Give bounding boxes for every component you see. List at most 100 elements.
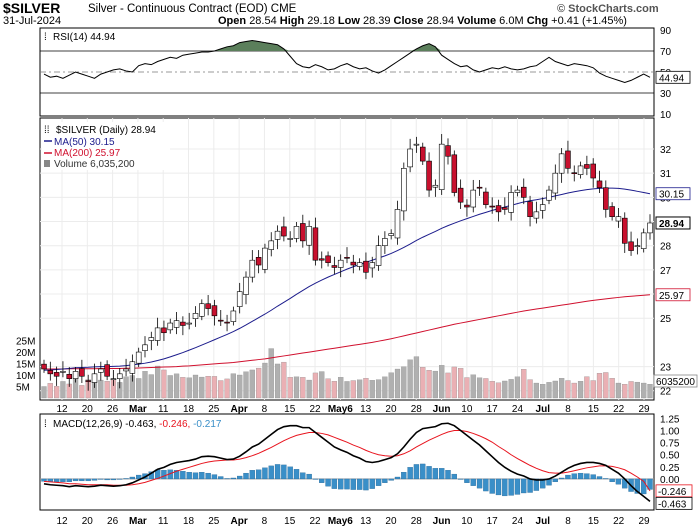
macd-histogram-bar: [457, 478, 464, 480]
volume-bar: [123, 376, 129, 399]
candle-body: [331, 265, 338, 268]
macd-histogram-bar: [91, 478, 98, 481]
candle-body: [41, 363, 47, 370]
candle-body: [255, 257, 262, 266]
chg-label: Chg: [527, 15, 548, 27]
volume-bar: [458, 368, 464, 399]
macd-histogram-bar: [243, 472, 249, 480]
price-x-tick-label: 13: [360, 404, 372, 415]
candle-body: [615, 216, 622, 222]
candle-body: [445, 145, 451, 157]
volume-last-box: [653, 374, 698, 388]
volume-bar: [584, 376, 590, 399]
price-x-tick-label: 26: [107, 404, 119, 415]
volume-bar: [420, 367, 426, 399]
price-x-tick-label: 12: [56, 404, 68, 415]
signal-last-label: -0.246: [658, 487, 687, 498]
volume-bar: [628, 381, 634, 399]
candle-body: [161, 327, 167, 334]
rsi-layer: 103050709044.94: [40, 26, 691, 121]
candle-body: [628, 241, 634, 251]
volume-bar: [489, 381, 495, 399]
candle-body: [318, 258, 325, 261]
close-value: 28.94: [427, 15, 455, 27]
candle-body: [312, 227, 319, 261]
macd-legend: ⁞ MACD(12,26,9) -0.463, -0.246, -0.217: [42, 417, 274, 430]
candle-body: [60, 371, 66, 373]
macd-histogram-bar: [79, 478, 85, 482]
macd-histogram-bar: [255, 469, 262, 480]
volume-bar: [363, 378, 369, 399]
price-x-tick-label: Mar: [129, 404, 147, 415]
macd-legend-label: MACD(12,26,9) -0.463, -0.246, -0.217: [53, 419, 222, 430]
legend-volume: Volume 6,035,200: [54, 159, 135, 170]
low-value: 28.39: [363, 15, 391, 27]
candle-body: [527, 201, 533, 217]
signal-last-box: [655, 484, 693, 498]
candle-body: [609, 206, 615, 217]
volume-bar: [445, 372, 451, 399]
candle-body: [640, 232, 647, 249]
price-legend: ⁞⁞ $SILVER (Daily) 28.94 MA(50) 30.15 MA…: [42, 122, 170, 170]
candle-body: [432, 184, 439, 188]
macd-histogram-bar: [274, 464, 281, 480]
candle-body: [104, 364, 110, 377]
candle-body: [470, 189, 477, 208]
volume-bar: [148, 374, 154, 399]
volume-bar: [230, 373, 236, 399]
rsi-legend: ⁞ RSI(14) 44.94: [42, 30, 146, 43]
macd-histogram-bar: [350, 478, 356, 490]
macd-histogram-bar: [300, 472, 306, 480]
candle-body: [110, 378, 117, 380]
candle-body: [413, 143, 420, 146]
volume-bar: [211, 376, 218, 399]
macd-x-tick-label: 24: [512, 516, 524, 527]
candle-body: [596, 180, 603, 188]
macd-tick-label: 0.50: [660, 451, 680, 462]
volume-tick-label: 10M: [16, 371, 35, 382]
candle-body: [382, 238, 388, 247]
macd-histogram-bar: [558, 477, 565, 480]
candle-body: [344, 257, 350, 259]
macd-tick-label: 0.00: [660, 475, 680, 486]
brand-watermark[interactable]: © StockCharts.com: [557, 3, 659, 15]
price-x-tick-label: 20: [82, 404, 94, 415]
volume-bar: [451, 366, 457, 399]
candle-body: [274, 230, 281, 240]
macd-histogram-bar: [609, 478, 615, 483]
candle-body: [123, 368, 129, 372]
volume-tick-label: 15M: [16, 360, 35, 371]
macd-tick-label: 1.25: [660, 414, 680, 425]
macd-histogram-bar: [382, 478, 388, 483]
volume-bar: [470, 374, 476, 399]
macd-histogram-bar: [464, 478, 470, 483]
volume-bar: [527, 379, 533, 399]
macd-histogram-bar: [319, 478, 325, 483]
macd-histogram-bar: [565, 474, 571, 480]
candle-body: [72, 371, 79, 379]
macd-histogram-bar: [363, 478, 369, 491]
volume-bar: [413, 356, 420, 399]
volume-bar: [634, 381, 640, 399]
macd-histogram-bar: [205, 472, 211, 480]
candle-body: [520, 186, 527, 198]
macd-signal-line: [43, 430, 651, 492]
volume-bar: [256, 367, 262, 399]
volume-bar: [382, 376, 388, 399]
price-x-tick-label: 20: [385, 404, 397, 415]
candle-body: [236, 291, 243, 307]
macd-histogram-bar: [268, 465, 274, 480]
macd-histogram-bar: [407, 467, 413, 480]
macd-histogram-bar: [356, 478, 363, 490]
volume-bar: [136, 378, 142, 399]
price-x-tick-label: 8: [565, 404, 571, 415]
volume-bar: [325, 378, 331, 399]
volume-bar: [426, 370, 432, 399]
price-x-tick-label: May6: [328, 404, 353, 415]
candle-body: [199, 303, 205, 317]
candle-body: [79, 368, 85, 377]
macd-legend-hist: -0.217: [193, 419, 222, 430]
candle-body: [426, 160, 432, 191]
volume-bar: [533, 382, 539, 399]
